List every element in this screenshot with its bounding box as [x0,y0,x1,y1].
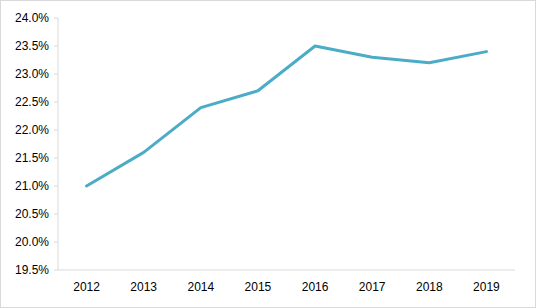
x-tick-label: 2014 [187,280,214,294]
chart-svg: 19.5% 20.0% 20.5% 21.0% 21.5% 22.0% 22.5% 23.0%… [0,0,536,308]
y-tick-label: 22.5% [15,95,49,109]
x-tick-label: 2015 [245,280,272,294]
chart-border [1,1,536,308]
x-tick-label: 2013 [130,280,157,294]
y-tick-label: 23.0% [15,67,49,81]
y-tick-label: 20.0% [15,235,49,249]
x-tick-label: 2019 [473,280,500,294]
x-tick-label: 2018 [416,280,443,294]
y-tick [54,74,58,75]
x-tick-label: 2016 [302,280,329,294]
y-tick [54,270,58,271]
x-axis [58,270,515,271]
plot-area [87,46,487,186]
x-tick-label: 2012 [73,280,100,294]
y-tick [54,186,58,187]
y-tick-label: 22.0% [15,123,49,137]
x-tick-label: 2017 [359,280,386,294]
y-tick [54,130,58,131]
y-tick-label: 20.5% [15,207,49,221]
y-tick [54,18,58,19]
y-tick-label: 21.5% [15,151,49,165]
data-line [87,46,487,186]
y-tick [54,242,58,243]
chart-container: 19.5% 20.0% 20.5% 21.0% 21.5% 22.0% 22.5% 23.0%… [0,0,536,308]
y-tick [54,46,58,47]
y-tick-label: 19.5% [15,263,49,277]
y-tick-label: 23.5% [15,39,49,53]
y-axis [58,18,59,270]
y-tick-label: 24.0% [15,11,49,25]
y-tick [54,214,58,215]
y-tick [54,102,58,103]
y-tick-label: 21.0% [15,179,49,193]
y-tick [54,158,58,159]
